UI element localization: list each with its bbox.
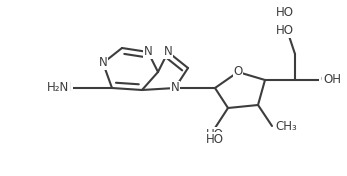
Text: N: N (99, 56, 107, 70)
Text: H₂N: H₂N (50, 81, 72, 95)
Text: HO: HO (206, 133, 224, 146)
Text: CH₃: CH₃ (275, 120, 297, 133)
Text: O: O (234, 65, 243, 78)
Text: HO: HO (276, 6, 294, 19)
Text: OH: OH (323, 74, 341, 86)
Text: H₂N: H₂N (47, 81, 69, 95)
Text: N: N (144, 46, 152, 58)
Text: N: N (171, 81, 179, 95)
Text: HO: HO (276, 24, 294, 37)
Text: N: N (164, 46, 172, 58)
Text: HO: HO (206, 128, 224, 141)
Text: OH: OH (320, 74, 338, 86)
